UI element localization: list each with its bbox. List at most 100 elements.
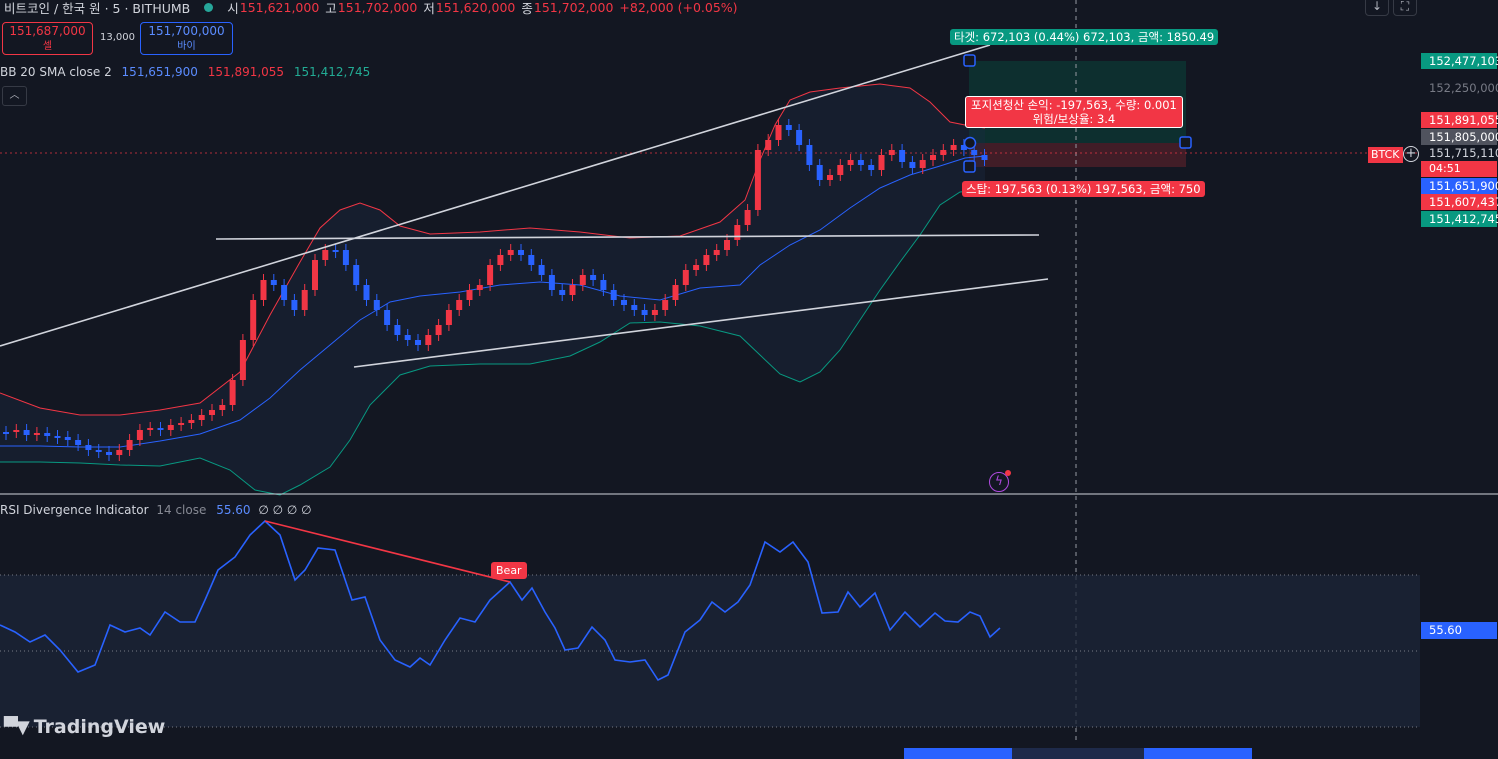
candle-body: [754, 150, 761, 210]
candle-body: [301, 290, 308, 310]
entry-handle[interactable]: [963, 136, 977, 150]
trendline-horizontal[interactable]: [215, 234, 1040, 240]
trendline-lower[interactable]: [353, 278, 1049, 368]
rsi-params: 14 close: [156, 503, 207, 517]
candle-body: [106, 452, 112, 455]
trendline-upper[interactable]: [0, 44, 991, 347]
candle-body: [415, 340, 421, 345]
candle-body: [827, 175, 833, 180]
buy-button[interactable]: 151,700,000 바이: [140, 22, 233, 55]
candle-body: [662, 300, 669, 310]
candle-body: [538, 265, 545, 275]
candle-body: [239, 340, 246, 380]
candle-body: [404, 335, 411, 340]
candle-body: [3, 432, 9, 434]
target-label[interactable]: 타겟: 672,103 (0.44%) 672,103, 금액: 1850.49: [950, 29, 1219, 45]
candle-body: [116, 450, 123, 455]
symbol-title[interactable]: 비트코인 / 한국 원 · 5 · BITHUMB: [4, 0, 191, 16]
close-label: 종: [521, 0, 533, 16]
target-handle[interactable]: [963, 54, 976, 67]
pnl-text: 포지션청산 손익: -197,563, 수량: 0.001: [971, 98, 1177, 112]
candle-body: [724, 240, 730, 250]
stop-handle[interactable]: [963, 160, 976, 173]
bb-legend[interactable]: BB 20 SMA close 2 151,651,900 151,891,05…: [0, 65, 370, 79]
candle-body: [548, 275, 555, 290]
candle-body: [651, 310, 658, 315]
rsi-legend-value: 55.60: [216, 503, 251, 517]
candle-body: [981, 155, 988, 160]
rsi-name: RSI Divergence Indicator: [0, 503, 149, 517]
download-icon[interactable]: ↓: [1365, 0, 1389, 16]
symbol-price-tag: BTCK: [1368, 147, 1403, 163]
bb-upper-value: 151,891,055: [207, 65, 285, 79]
candle-body: [23, 430, 30, 435]
sell-button[interactable]: 151,687,000 셀: [2, 22, 93, 55]
tradingview-icon: ▀▼: [4, 716, 30, 738]
candle-body: [456, 300, 463, 310]
candle-body: [373, 300, 380, 310]
candle-body: [579, 275, 586, 285]
axis-bb-upper-label: 151,891,055: [1421, 112, 1498, 128]
open-value: 151,621,000: [239, 0, 320, 15]
watermark-text: TradingView: [33, 716, 166, 738]
symbol-header: 비트코인 / 한국 원 · 5 · BITHUMB 시 151,621,000 …: [0, 0, 744, 17]
candle-body: [775, 125, 782, 140]
rsi-legend[interactable]: RSI Divergence Indicator 14 close 55.60 …: [0, 503, 312, 517]
fullscreen-icon[interactable]: ⛶: [1393, 0, 1417, 16]
chevron-up-icon[interactable]: ︿: [2, 86, 27, 106]
candle-body: [600, 280, 607, 290]
time-range-end[interactable]: [1144, 748, 1252, 759]
candle-body: [559, 290, 566, 295]
candle-body: [466, 290, 473, 300]
low-label: 저: [423, 0, 435, 16]
axis-bb-lower-label: 151,412,745: [1421, 211, 1498, 227]
change-value: +82,000 (+0.05%): [619, 0, 738, 15]
candle-body: [744, 210, 751, 225]
candle-body: [765, 140, 772, 150]
bollinger-band-fill: [0, 84, 985, 495]
candle-body: [198, 415, 205, 420]
candle-body: [713, 250, 720, 255]
risk-reward-text: 위험/보상율: 3.4: [1032, 112, 1116, 126]
candle-body: [672, 285, 679, 300]
stop-label[interactable]: 스탑: 197,563 (0.13%) 197,563, 금액: 750: [962, 181, 1205, 197]
width-handle[interactable]: [1179, 136, 1192, 149]
low-value: 151,620,000: [435, 0, 516, 15]
candle-body: [44, 433, 51, 436]
candle-body: [291, 300, 298, 310]
candle-body: [940, 150, 947, 155]
axis-last-price-label: 151,715,110: [1421, 145, 1498, 161]
pnl-label[interactable]: 포지션청산 손익: -197,563, 수량: 0.001 위험/보상율: 3.…: [965, 96, 1183, 128]
candle-body: [960, 145, 967, 150]
time-range-start[interactable]: [904, 748, 1012, 759]
candle-body: [950, 145, 957, 150]
high-value: 151,702,000: [337, 0, 418, 15]
candle-body: [590, 275, 597, 280]
candle-body: [857, 160, 864, 165]
candle-body: [569, 285, 576, 295]
time-range-mid[interactable]: [1012, 748, 1144, 759]
rsi-extras: ∅ ∅ ∅ ∅: [258, 503, 312, 517]
candle-body: [631, 305, 638, 310]
stop-zone[interactable]: [969, 143, 1186, 167]
candle-body: [971, 150, 978, 155]
candle-body: [909, 162, 916, 168]
candle-body: [229, 380, 236, 405]
plus-icon[interactable]: +: [1403, 146, 1419, 162]
bb-name: BB 20 SMA close 2: [0, 65, 112, 79]
candle-body: [250, 300, 257, 340]
axis-grid-label: 152,250,000: [1429, 81, 1498, 95]
candle-body: [435, 325, 442, 335]
axis-rsi-label: 55.60: [1421, 622, 1497, 639]
candle-body: [796, 130, 803, 145]
tradingview-logo[interactable]: ▀▼ TradingView: [4, 716, 165, 738]
candle-body: [322, 250, 329, 260]
lightning-icon[interactable]: ϟ: [989, 470, 1011, 492]
candle-body: [219, 405, 226, 410]
candle-body: [33, 433, 40, 435]
candle-body: [136, 430, 143, 440]
candle-body: [703, 255, 710, 265]
bb-band-polygon: [0, 84, 985, 495]
candle-body: [899, 150, 906, 162]
